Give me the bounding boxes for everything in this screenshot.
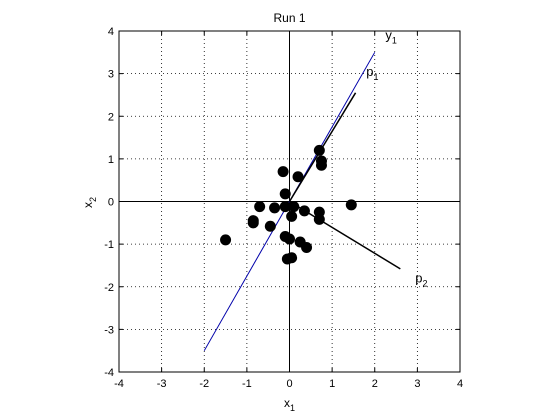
data-point-12 (286, 252, 298, 264)
annotation-main: p (366, 64, 373, 79)
data-point-23 (313, 213, 325, 225)
y-tick-label-4: 0 (108, 197, 114, 209)
data-point-13 (286, 210, 298, 222)
chart-title: Run 1 (273, 11, 305, 25)
data-point-6 (277, 166, 289, 178)
tick-labels: -4 -3 -2 -1 0 1 2 3 4 -4 -3 -2 -1 0 1 2 3 4 (104, 26, 463, 390)
x-tick-label-7: 3 (414, 378, 420, 390)
y-tick-label-2: -2 (104, 282, 114, 294)
data-point-5 (269, 202, 281, 214)
annotation-p2: p2 (415, 270, 427, 288)
annotation-sub: 1 (392, 36, 397, 46)
x-axis-label: x1 (284, 396, 295, 413)
data-point-10 (284, 233, 295, 245)
x-tick-label-6: 2 (372, 378, 378, 390)
x-axis-label-main: x (284, 396, 290, 410)
y-tick-label-5: 1 (108, 154, 114, 166)
data-point-0 (220, 234, 232, 246)
data-point-14 (288, 201, 300, 213)
y-axis-label-sub: 2 (88, 197, 98, 202)
y-tick-label-8: 4 (108, 26, 114, 38)
x-tick-label-8: 4 (457, 378, 463, 390)
y-tick-label-1: -3 (104, 324, 114, 336)
annotation-main: y (385, 28, 392, 43)
data-point-3 (254, 201, 266, 213)
y-axis-label-main: x (81, 202, 95, 208)
x-tick-label-2: -2 (199, 378, 209, 390)
x-tick-label-5: 1 (329, 378, 335, 390)
data-point-21 (315, 159, 327, 171)
x-tick-label-0: -4 (114, 378, 124, 390)
annotation-main: p (415, 270, 422, 285)
y-tick-label-3: -1 (104, 239, 114, 251)
annotation-sub: 1 (373, 72, 378, 82)
x-tick-label-3: -1 (242, 378, 252, 390)
data-point-24 (345, 199, 357, 211)
data-point-15 (292, 171, 304, 183)
y-tick-label-7: 3 (108, 69, 114, 81)
tick-marks (118, 30, 461, 373)
y-tick-label-0: -4 (104, 367, 114, 379)
y-tick-label-6: 2 (108, 111, 114, 123)
data-point-17 (298, 205, 310, 217)
data-point-18 (301, 242, 313, 254)
data-points (220, 144, 357, 265)
annotation-y1: y1 (385, 28, 397, 46)
y-axis-label: x2 (81, 197, 98, 208)
annotation-sub: 2 (422, 278, 427, 288)
data-point-19 (313, 144, 325, 156)
data-point-8 (279, 201, 291, 213)
annotation-p1: p1 (366, 64, 378, 82)
x-tick-label-1: -3 (157, 378, 167, 390)
data-point-2 (247, 217, 259, 229)
x-tick-label-4: 0 (286, 378, 292, 390)
data-point-4 (264, 220, 276, 232)
x-axis-label-sub: 1 (290, 403, 295, 413)
data-point-7 (279, 188, 291, 200)
